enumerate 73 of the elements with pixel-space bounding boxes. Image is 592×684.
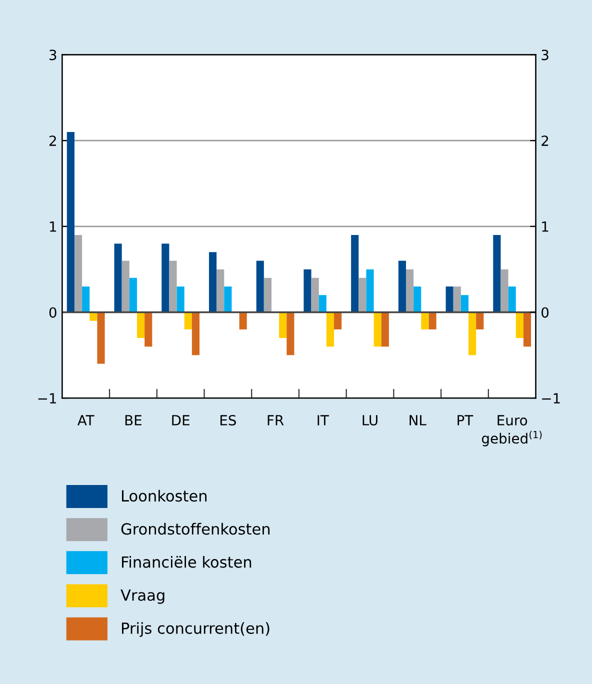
bar (122, 260, 130, 312)
y-tick-label: 1 (50, 222, 56, 232)
bar (224, 286, 232, 312)
bar (460, 295, 469, 312)
bar (318, 295, 326, 312)
bar (184, 312, 192, 330)
legend-label: Vraag (120, 590, 164, 604)
x-tick-label: NL (410, 415, 426, 426)
bar (453, 286, 461, 312)
bar (493, 234, 501, 312)
x-tick-label: AT (77, 415, 94, 426)
bar (136, 312, 145, 338)
bar (97, 312, 105, 364)
bar (304, 269, 312, 312)
bar (239, 312, 247, 330)
bar (381, 312, 389, 347)
x-tick-label: BE (125, 415, 142, 426)
x-tick-label: Euro gebied$^{(1)}$ (482, 415, 542, 446)
bar (90, 312, 98, 321)
bar (66, 132, 74, 312)
x-tick-label: IT (318, 415, 329, 426)
y-tick-label: 0 (49, 307, 56, 318)
y2-tick-label: 0 (542, 307, 549, 318)
legend-label: Grondstoffenkosten (121, 522, 270, 535)
bar (144, 312, 152, 347)
bar (446, 286, 454, 312)
x-tick-label: PT (458, 415, 474, 426)
bar (374, 312, 382, 347)
bar (414, 286, 422, 312)
bar (256, 260, 264, 312)
bar (366, 269, 374, 312)
bar (114, 244, 122, 312)
bar (508, 286, 516, 312)
y2-tick-label: −1 (542, 393, 560, 404)
y-tick-label: −1 (38, 393, 56, 404)
x-tick-label: ES (220, 415, 236, 426)
y2-tick-label: 2 (542, 136, 548, 146)
bar (208, 252, 217, 312)
y-tick-label: 2 (49, 136, 56, 146)
x-tick-label: FR (268, 415, 284, 426)
bar (162, 244, 170, 312)
bar (334, 312, 342, 330)
bar (500, 269, 508, 312)
bar (351, 234, 359, 312)
bar (326, 312, 334, 347)
bar (421, 312, 429, 330)
legend-label: Prijs concurrent(en) (122, 622, 270, 637)
bar (192, 312, 200, 356)
y2-tick-label: 1 (542, 222, 548, 232)
bar (358, 278, 366, 312)
bar (468, 312, 476, 356)
bar (176, 286, 184, 312)
bar (476, 312, 484, 330)
x-tick-label: LU (362, 415, 378, 426)
bar (74, 234, 82, 312)
x-tick-label: DE (172, 415, 190, 426)
bar (264, 278, 272, 312)
bar (216, 269, 224, 312)
bar (428, 312, 436, 330)
y2-tick-label: 3 (542, 50, 548, 60)
bar (406, 269, 414, 312)
bar (398, 260, 406, 312)
bar (523, 312, 532, 347)
y-tick-label: 3 (50, 50, 56, 60)
bar (82, 286, 90, 312)
bar (516, 312, 524, 338)
bar (129, 278, 137, 312)
legend-label: Loonkosten (122, 490, 206, 502)
bar (311, 278, 319, 312)
bar (279, 312, 287, 338)
bar (169, 260, 177, 312)
bar (286, 312, 294, 356)
legend-label: Financiële kosten (122, 556, 252, 568)
